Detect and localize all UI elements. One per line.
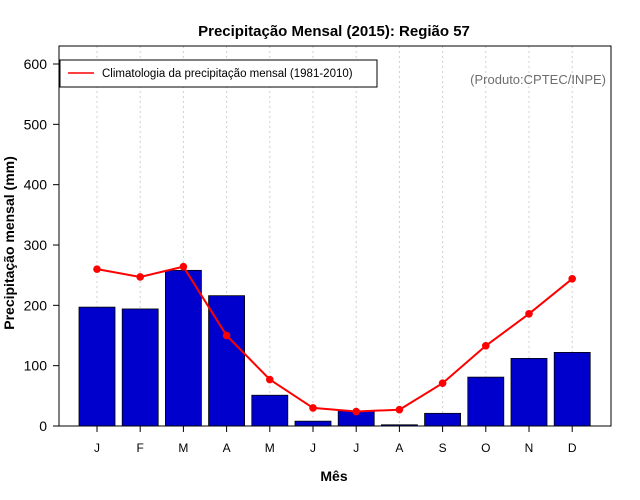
x-tick-label: A bbox=[223, 441, 231, 455]
climatology-point-9 bbox=[438, 379, 447, 387]
chart-title: Precipitação Mensal (2015): Região 57 bbox=[198, 23, 470, 40]
climatology-point-11 bbox=[525, 309, 533, 318]
x-axis-title: Mês bbox=[320, 468, 347, 484]
bar-9 bbox=[424, 412, 462, 427]
bar-series bbox=[78, 269, 591, 427]
x-tick-label: F bbox=[137, 441, 144, 455]
climatology-line-series bbox=[93, 262, 576, 416]
y-axis-title: Precipitação mensal (mm) bbox=[1, 156, 17, 330]
y-tick-label: 300 bbox=[24, 237, 48, 253]
climatology-point-4 bbox=[222, 331, 231, 340]
bar-6 bbox=[294, 420, 332, 427]
x-tick-label: O bbox=[481, 441, 490, 455]
plot-frame bbox=[58, 45, 612, 427]
climatology-point-1 bbox=[93, 265, 101, 273]
bar-5 bbox=[251, 394, 289, 427]
y-axis: 0 100 200 300 400 500 600 bbox=[24, 56, 59, 434]
x-tick-label: J bbox=[94, 441, 100, 455]
bar-1 bbox=[78, 306, 116, 427]
climatology-point-8 bbox=[395, 405, 404, 414]
climatology-point-3 bbox=[179, 262, 188, 271]
x-tick-label: M bbox=[178, 441, 188, 455]
climatology-point-6 bbox=[309, 404, 317, 412]
x-tick-label: J bbox=[310, 441, 316, 455]
x-tick-label: S bbox=[439, 441, 447, 455]
legend: Climatologia da precipitação mensal (198… bbox=[59, 59, 378, 88]
x-tick-label: N bbox=[525, 441, 534, 455]
y-tick-label: 600 bbox=[24, 56, 48, 72]
y-tick-label: 100 bbox=[24, 358, 48, 374]
y-tick-label: 500 bbox=[24, 116, 48, 132]
x-tick-label: D bbox=[568, 441, 577, 455]
bar-3 bbox=[164, 269, 202, 427]
climatology-point-5 bbox=[266, 375, 274, 384]
climatology-point-12 bbox=[568, 274, 576, 283]
climatology-line bbox=[96, 265, 573, 413]
legend-box bbox=[59, 59, 378, 88]
bar-12 bbox=[553, 351, 591, 427]
climatology-point-2 bbox=[136, 273, 144, 281]
y-tick-label: 400 bbox=[24, 177, 48, 193]
source-annotation: (Produto:CPTEC/INPE) bbox=[470, 72, 606, 87]
bar-10 bbox=[467, 376, 505, 427]
climatology-point-10 bbox=[482, 341, 490, 350]
y-tick-label: 200 bbox=[24, 297, 48, 313]
bar-11 bbox=[510, 358, 548, 427]
bar-2 bbox=[121, 308, 159, 427]
bar-4 bbox=[208, 295, 246, 427]
x-tick-label: A bbox=[395, 441, 403, 455]
x-tick-label: J bbox=[353, 441, 359, 455]
climatology-point-7 bbox=[352, 407, 361, 416]
y-tick-label: 0 bbox=[39, 418, 47, 434]
legend-entry-label: Climatologia da precipitação mensal (198… bbox=[102, 68, 353, 80]
x-tick-label: M bbox=[265, 441, 275, 455]
